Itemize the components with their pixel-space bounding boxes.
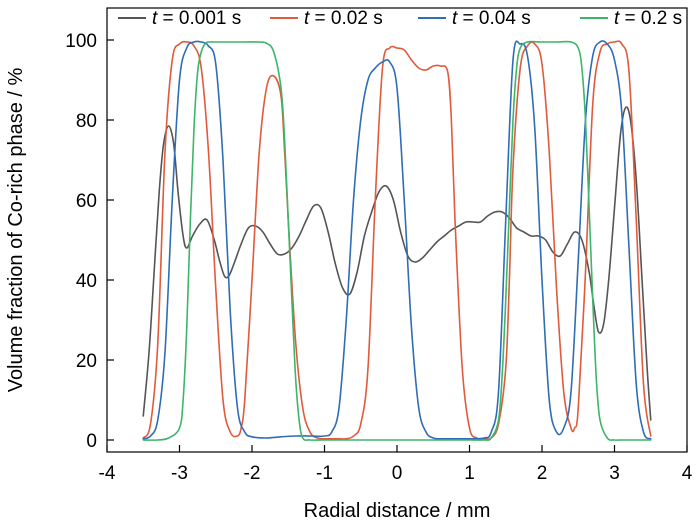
series-line-3 — [142, 40, 652, 440]
y-tick-label: 20 — [76, 351, 97, 372]
x-tick-label: -4 — [99, 463, 116, 484]
legend: t = 0.001 s t = 0.02 s t = 0.04 s t = 0.2 s — [108, 8, 686, 36]
x-tick-label: 1 — [464, 463, 475, 484]
legend-label: t = 0.04 s — [452, 8, 531, 29]
x-tick-label: 4 — [682, 463, 693, 484]
x-tick-label: -1 — [316, 463, 333, 484]
y-tick-label: 0 — [86, 431, 97, 452]
x-tick-label: -3 — [171, 463, 188, 484]
x-tick-label: 0 — [392, 463, 403, 484]
y-axis-ticks: 0 20 40 60 80 100 — [65, 31, 114, 452]
x-axis-title: Radial distance / mm — [304, 500, 491, 522]
x-axis-ticks: -4 -3 -2 -1 0 1 2 3 4 — [99, 445, 693, 484]
series-line-4 — [142, 40, 652, 441]
y-tick-label: 100 — [65, 31, 97, 52]
x-tick-label: 2 — [537, 463, 548, 484]
plot-frame — [106, 7, 688, 453]
legend-label: t = 0.001 s — [152, 8, 241, 29]
series-layer — [142, 40, 652, 441]
series-line-2 — [142, 40, 652, 441]
series-line-1 — [142, 106, 652, 421]
y-tick-label: 40 — [76, 271, 97, 292]
legend-label: t = 0.2 s — [614, 8, 682, 29]
y-tick-label: 60 — [76, 191, 97, 212]
legend-background — [108, 9, 686, 36]
y-axis-title: Volume fraction of Co-rich phase / % — [5, 67, 27, 392]
x-tick-label: -2 — [244, 463, 261, 484]
y-tick-label: 80 — [76, 111, 97, 132]
x-tick-label: 3 — [609, 463, 620, 484]
legend-label: t = 0.02 s — [304, 8, 383, 29]
